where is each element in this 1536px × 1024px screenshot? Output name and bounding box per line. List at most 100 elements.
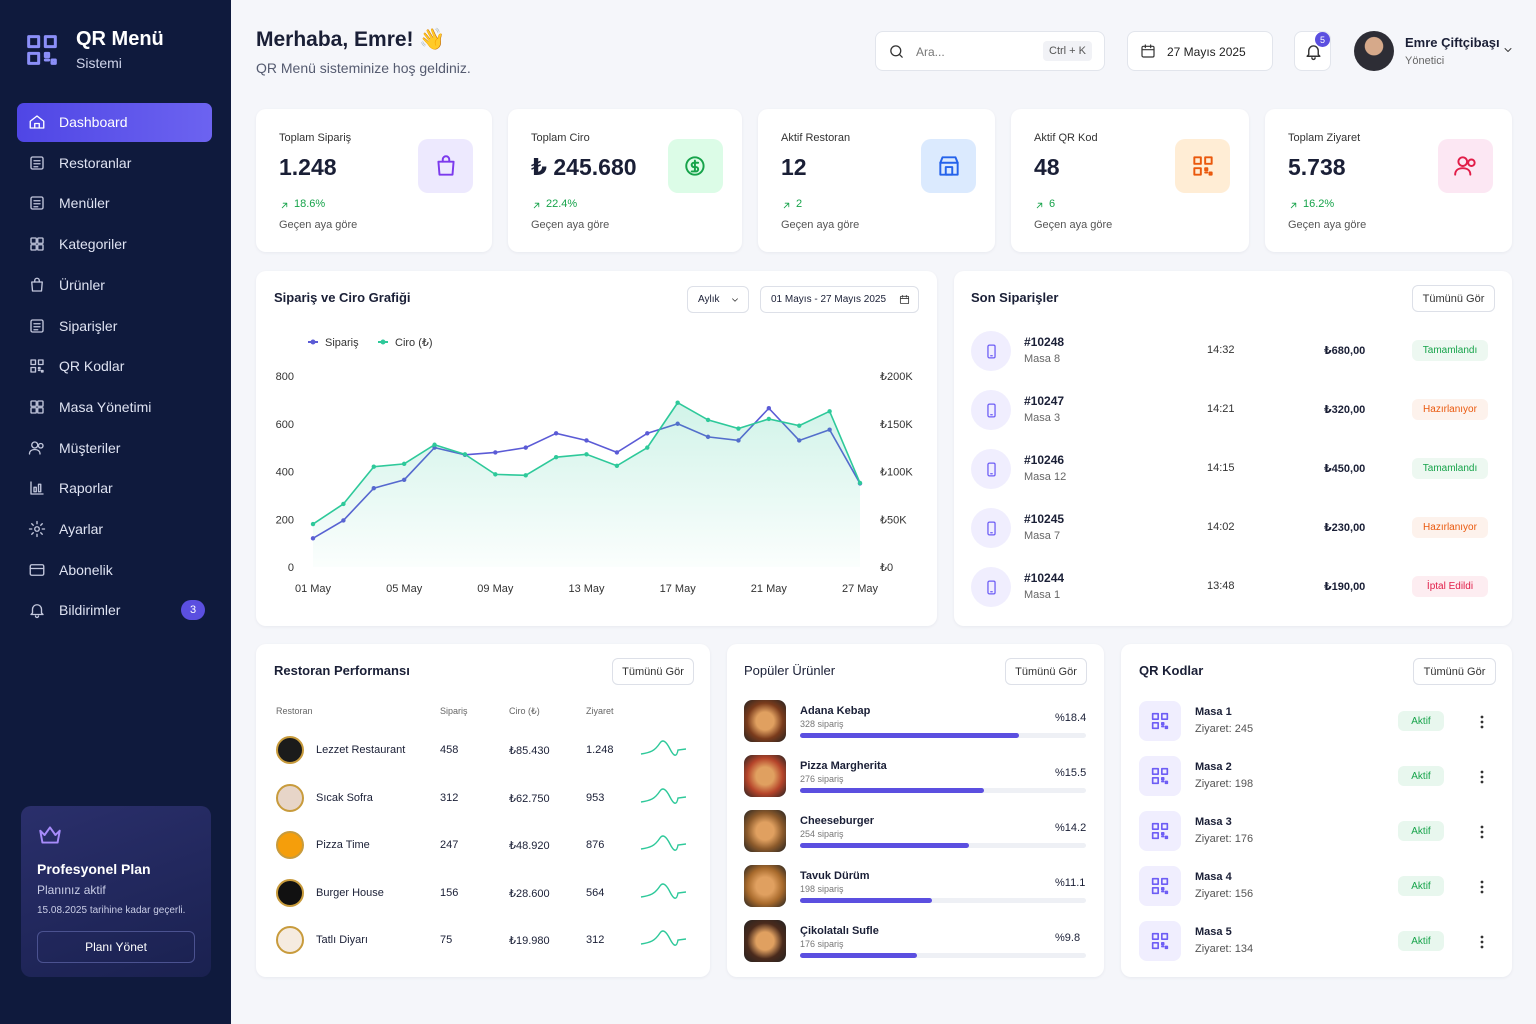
view-all-button[interactable]: Tümünü Gör [1413, 658, 1496, 685]
icon [1151, 877, 1169, 895]
x-tick-label: 05 May [386, 583, 423, 595]
notification-button[interactable]: 5 [1294, 31, 1331, 71]
qr-visits: Ziyaret: 156 [1195, 888, 1254, 900]
nav-item[interactable]: Menüler [17, 184, 212, 223]
nav-icon [28, 235, 46, 256]
period-select[interactable]: Aylık [687, 286, 749, 313]
stat-arrow [1034, 198, 1045, 216]
icon [1036, 202, 1043, 209]
chart-card: Sipariş ve Ciro Grafiği Aylık 01 Mayıs - 2… [256, 271, 937, 626]
icon [28, 520, 46, 538]
order-row[interactable]: #10245 Masa 7 14:02 ₺230,00 Hazırlanıyor [954, 507, 1512, 549]
view-all-button[interactable]: Tümünü Gör [612, 658, 694, 685]
qr-menu[interactable] [1477, 714, 1487, 730]
nav-label: Ürünler [59, 276, 105, 293]
product-share: %11.1 [1055, 877, 1086, 889]
icon [899, 294, 910, 305]
icon [30, 237, 44, 251]
nav-item[interactable]: Kategoriler [17, 225, 212, 264]
share-bar [800, 733, 1019, 738]
nav-item[interactable]: Müşteriler [17, 429, 212, 468]
icon [30, 604, 44, 619]
icon [1151, 767, 1169, 785]
order-row[interactable]: #10246 Masa 12 14:15 ₺450,00 Tamamlandı [954, 448, 1512, 490]
stat-card: Toplam Ziyaret 5.738 16.2% Geçen aya göre [1265, 109, 1512, 252]
nav-item[interactable]: Ürünler [17, 266, 212, 305]
restaurant-orders: 312 [440, 791, 459, 804]
restaurant-logo [276, 736, 304, 764]
restaurant-name: Tatlı Diyarı [316, 934, 368, 946]
nav-item[interactable]: Raporlar [17, 469, 212, 508]
order-row[interactable]: #10247 Masa 3 14:21 ₺320,00 Hazırlanıyor [954, 389, 1512, 431]
plan-button[interactable]: Planı Yönet [37, 931, 195, 963]
nav-icon [28, 276, 46, 297]
search-icon [888, 43, 905, 65]
nav-item[interactable]: Restoranlar [17, 144, 212, 183]
nav-item[interactable]: Bildirimler 3 [17, 591, 212, 630]
avatar[interactable] [1354, 31, 1394, 71]
stat-change: 22.4% [546, 198, 578, 210]
nav-item[interactable]: Abonelik [17, 551, 212, 590]
icon [533, 202, 540, 209]
order-row[interactable]: #10244 Masa 1 13:48 ₺190,00 İptal Edildi [954, 566, 1512, 608]
restaurant-orders: 458 [440, 744, 459, 756]
order-table: Masa 3 [1024, 412, 1061, 424]
view-all-button[interactable]: Tümünü Gör [1005, 658, 1087, 685]
stat-change: 16.2% [1303, 198, 1335, 210]
notification-badge: 5 [1315, 32, 1330, 47]
nav-item[interactable]: Ayarlar [17, 510, 212, 549]
restaurant-revenue: ₺28.600 [509, 887, 550, 900]
point [553, 431, 559, 436]
y2ticks-label: ₺200K [880, 371, 913, 383]
qr-icon [1139, 701, 1181, 741]
nav-item[interactable]: Masa Yönetimi [17, 388, 212, 427]
stat-card: Aktif Restoran 12 2 Geçen aya göre [758, 109, 995, 252]
qr-menu[interactable] [1477, 879, 1487, 895]
icon [436, 155, 455, 176]
stat-note: Geçen aya göre [531, 219, 610, 231]
kebab [1480, 935, 1484, 949]
stat-label: Toplam Ziyaret [1288, 132, 1361, 144]
qr-card: QR Kodlar Tümünü Gör Masa 1 Ziyaret: 245 Akt… [1121, 644, 1512, 977]
date-picker[interactable]: 27 Mayıs 2025 [1127, 31, 1273, 71]
nav-icon [28, 601, 46, 622]
stat-icon [921, 139, 976, 193]
column-header: Ziyaret [586, 706, 614, 716]
kebab [1480, 715, 1484, 729]
restaurant-name: Burger House [316, 886, 384, 899]
icon [30, 359, 44, 373]
nav-item[interactable]: QR Kodlar [17, 347, 212, 386]
orders-title: Son Siparişler [971, 290, 1059, 305]
qr-menu[interactable] [1477, 824, 1487, 840]
nav-label: Restoranlar [59, 154, 132, 171]
search-shortcut: Ctrl + K [1043, 41, 1092, 61]
qr-menu[interactable] [1477, 934, 1487, 950]
product-image [744, 755, 786, 797]
order-icon [971, 508, 1011, 548]
qr-title: QR Kodlar [1139, 663, 1204, 678]
column-header: Restoran [276, 706, 313, 716]
sparkline-svg [640, 835, 687, 851]
nav-item[interactable]: Siparişler [17, 307, 212, 346]
nav-item[interactable]: Dashboard [17, 103, 212, 142]
view-all-button[interactable]: Tümünü Gör [1412, 285, 1495, 312]
point [401, 461, 407, 467]
qr-menu[interactable] [1477, 769, 1487, 785]
point [645, 445, 650, 450]
restaurant-visits: 564 [586, 886, 605, 899]
y2ticks-label: ₺100K [880, 467, 913, 479]
point [310, 521, 316, 527]
product-orders: 176 sipariş [800, 939, 844, 949]
stat-arrow [279, 198, 290, 216]
search-box[interactable]: Ara... Ctrl + K [875, 31, 1105, 71]
restaurant-orders: 75 [440, 934, 453, 946]
sparkline-svg [640, 882, 687, 899]
product-orders: 198 sipariş [800, 884, 844, 894]
icon [890, 45, 903, 58]
range-picker[interactable]: 01 Mayıs - 27 Mayıs 2025 [760, 286, 919, 313]
product-image [744, 700, 786, 742]
order-row[interactable]: #10248 Masa 8 14:32 ₺680,00 Tamamlandı [954, 330, 1512, 372]
user-menu-chevron[interactable] [1502, 43, 1514, 55]
order-time: 14:02 [1207, 521, 1235, 533]
product-share: %18.4 [1055, 712, 1087, 724]
